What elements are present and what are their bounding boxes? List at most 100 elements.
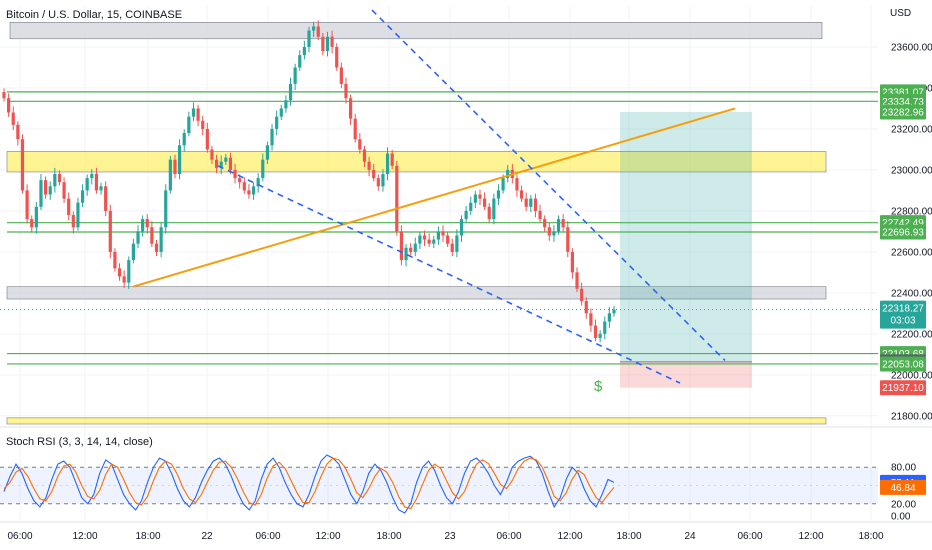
candle-body [141,219,145,232]
candle-body [11,112,15,125]
price-tick-label: 22600.00 [891,247,932,258]
candle-body [459,219,464,236]
stop-zone [620,361,752,388]
candle-body [122,276,126,283]
candle-body [353,118,357,140]
candle-body [127,260,131,283]
candle-body [293,67,297,84]
candle-body [30,219,34,228]
stoch-value-badge: 46.84 [890,483,915,494]
candle-body [367,161,371,170]
candle-body [469,202,473,211]
candle-body [432,239,436,244]
zone-gray-low [6,286,827,300]
stoch-tick-label: 0.00 [891,512,911,523]
price-label-badge: 21937.10 [882,383,924,394]
countdown-badge: 03:03 [890,316,915,327]
candle-body [483,198,487,207]
price-tick-label: 21800.00 [891,411,932,422]
candle-body [168,159,172,191]
price-label-badge: 22696.93 [882,228,924,239]
time-tick-label: 18:00 [376,531,401,542]
price-tick-label: 22200.00 [891,329,932,340]
candle-body [201,120,205,129]
candle-body [205,128,209,150]
candle-body [145,219,149,228]
candle-body [104,186,108,211]
candle-body [62,182,66,199]
candle-body [182,133,186,146]
candle-body [515,178,519,191]
time-tick-label: 12:00 [557,531,582,542]
candle-body [99,186,103,191]
candle-body [399,231,404,261]
candle-body [187,116,191,134]
candle-body [607,313,611,322]
drawings-layer: $ [132,9,736,395]
candle-body [159,227,163,252]
candle-body [25,190,29,220]
candle-body [48,186,52,195]
candle-body [80,190,85,203]
current-price-badge: 22318.27 [882,304,924,315]
candle-body [265,145,270,160]
descending-trendline-lower [217,165,681,384]
time-tick-label: 06:00 [737,531,762,542]
candle-body [210,149,214,160]
candle-body [395,165,399,232]
ascending-trendline [132,107,736,288]
candle-body [256,178,260,187]
price-label-badge: 23381.07 [882,87,924,98]
time-tick-label: 22 [201,531,213,542]
candle-body [71,215,75,228]
candle-body [358,139,362,150]
candle-body [7,98,11,113]
time-axis[interactable]: 06:00 12:00 18:00 22 06:00 12:00 18:00 23 06:00 1… [7,6,884,542]
candle-body [524,198,528,207]
stoch-tick-label: 20.00 [891,499,916,510]
stoch-d-line [3,457,615,510]
price-pane[interactable]: $ Bitcoin / U.S. Dollar, 15, COINBASE US… [0,8,926,425]
candle-body [335,46,339,68]
candle-body [390,153,394,166]
price-tick-label: 22800.00 [891,206,932,217]
candle-body [598,333,602,338]
candle-body [261,159,265,179]
price-label-badge: 22053.08 [882,359,924,370]
candle-body [279,108,283,117]
candle-body [117,268,122,277]
candle-body [191,108,196,117]
candle-body [501,178,505,191]
stoch-rsi-pane[interactable]: Stoch RSI (3, 3, 14, 14, close) 0.00 20.0… [0,436,926,523]
candle-body [173,159,177,175]
time-tick-label: 06:00 [7,531,32,542]
candle-body [547,227,551,236]
candle-body [43,180,48,195]
current-price-badge-bg [880,300,926,329]
candle-body [150,227,154,244]
zone-gray-top [9,22,823,40]
stoch-layer [0,454,878,514]
time-tick-label: 18:00 [858,531,883,542]
candle-body [492,198,496,220]
candle-body [473,194,477,203]
candle-body [339,67,343,84]
candle-body [154,243,159,252]
candle-body [543,219,547,228]
candle-body [385,153,390,175]
candle-body [90,174,94,179]
time-tick-label: 06:00 [496,531,521,542]
candles-layer [0,20,878,343]
candle-body [552,231,556,236]
candle-body [312,26,316,31]
candle-body [316,26,320,37]
candle-body [270,128,274,146]
price-tick-label: 23600.00 [891,42,932,53]
candle-body [533,198,538,211]
price-tick-label: 22000.00 [891,370,932,381]
price-tick-label: 23200.00 [891,124,932,135]
time-tick-label: 06:00 [255,531,280,542]
symbol-title: Bitcoin / U.S. Dollar, 15, COINBASE [6,9,182,21]
